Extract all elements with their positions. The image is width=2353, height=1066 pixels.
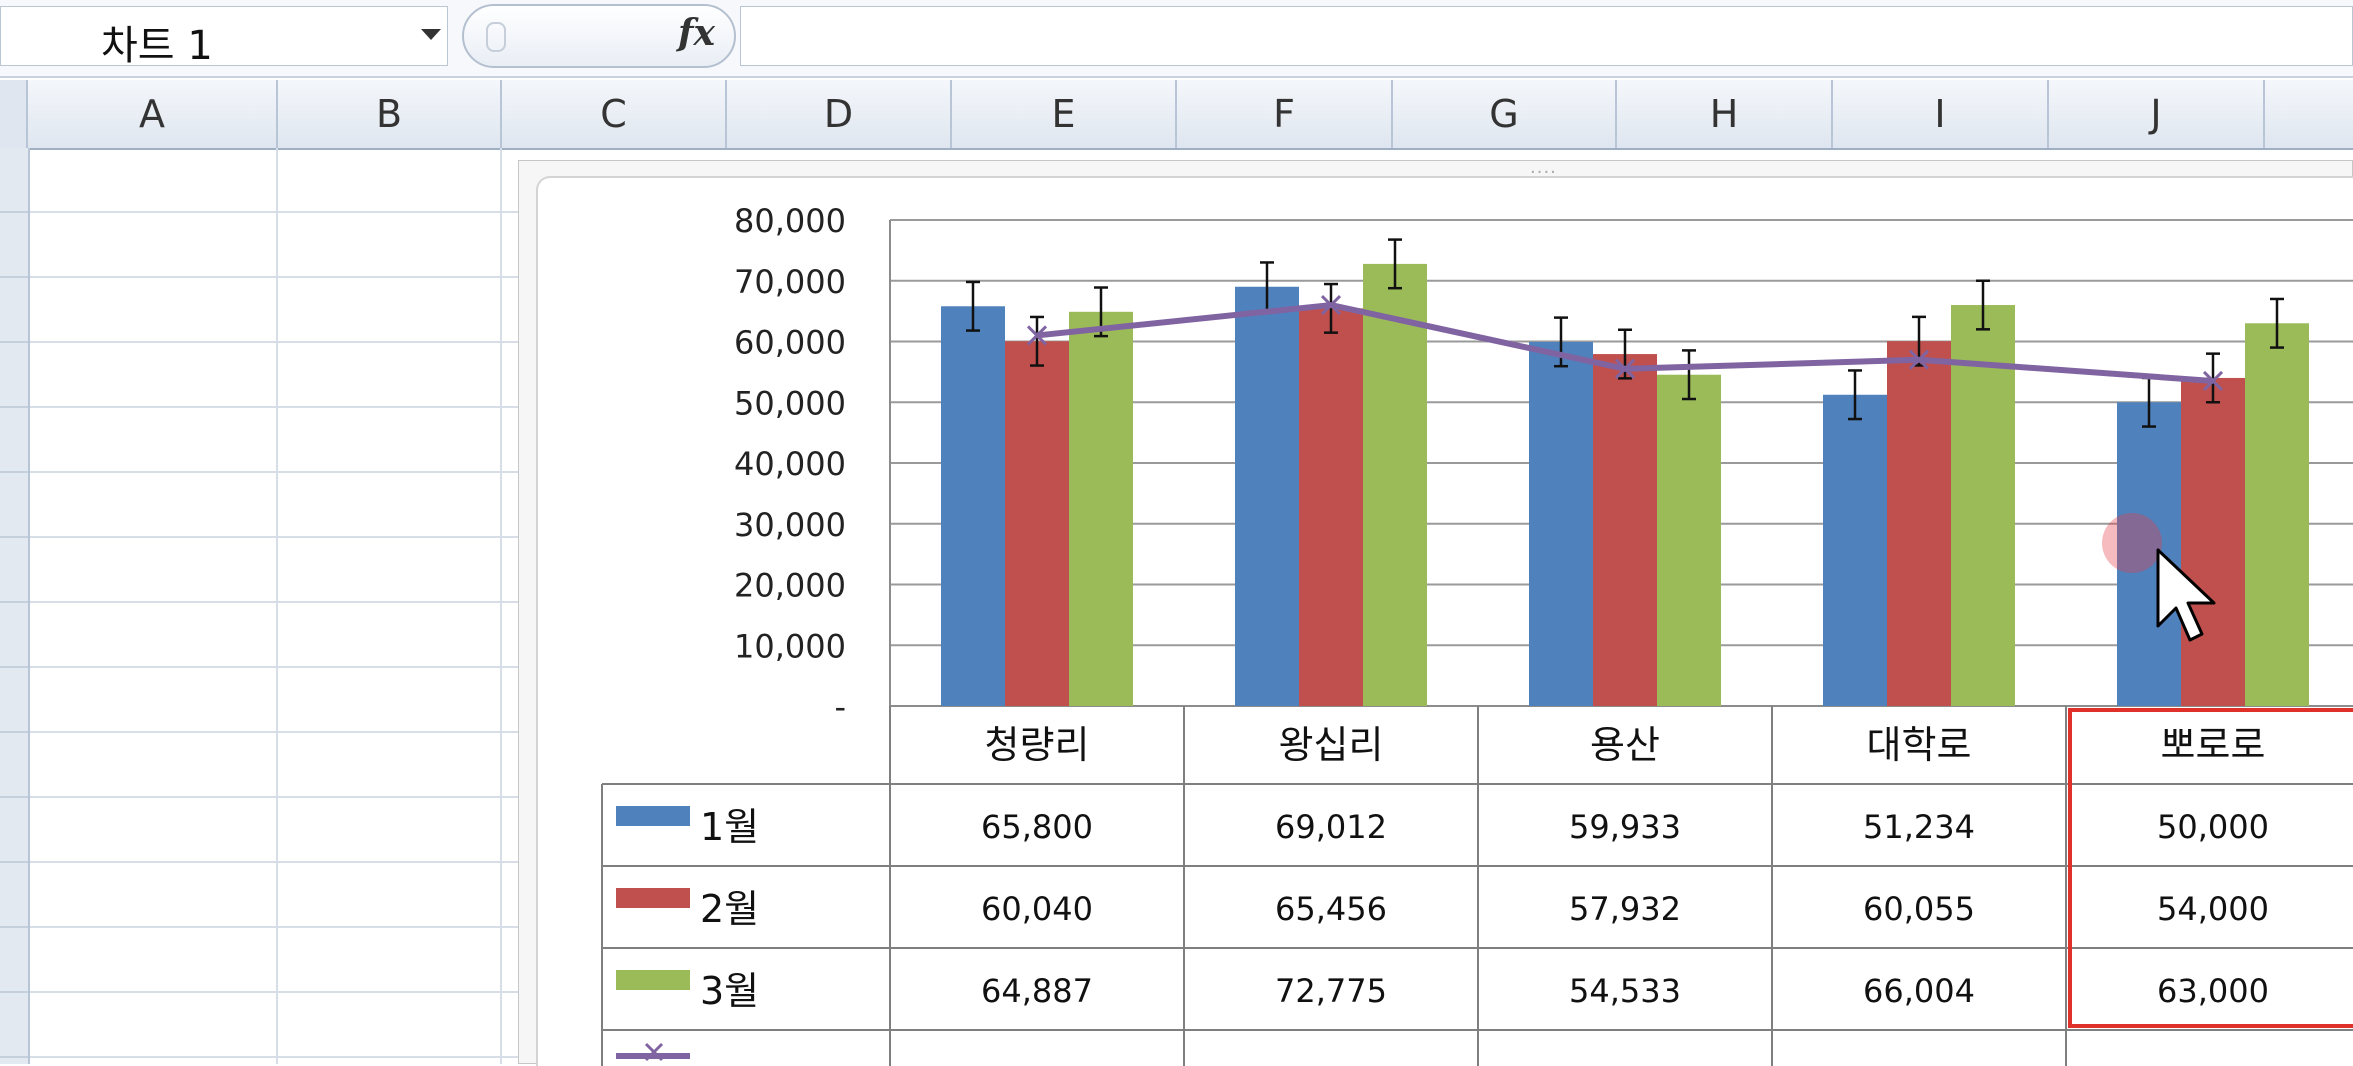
data-label: 60,055 <box>1863 890 1975 928</box>
bar <box>2117 402 2181 706</box>
name-box[interactable]: 차트 1 <box>0 6 448 69</box>
column-header-e[interactable]: E <box>952 80 1177 148</box>
legend-label: 1월 <box>700 805 759 849</box>
bar <box>1887 341 1951 706</box>
column-header-c[interactable]: C <box>502 80 727 148</box>
data-label: 65,456 <box>1275 890 1387 928</box>
x-tick-label: 대학로 <box>1867 723 1972 767</box>
row-divider <box>0 926 28 928</box>
bar <box>2245 323 2309 706</box>
y-tick-label: 50,000 <box>734 384 846 422</box>
chart-svg: - 10,000 20,000 30,000 40,000 50,000 60,000 70,… <box>601 202 2353 1066</box>
bar <box>1657 374 1721 706</box>
line-point-marker <box>1026 325 1048 346</box>
data-label: 64,887 <box>981 972 1093 1010</box>
column-header-i[interactable]: I <box>1833 80 2049 148</box>
y-tick-label: 40,000 <box>734 445 846 483</box>
y-tick-label: 80,000 <box>734 202 846 240</box>
column-header-a[interactable]: A <box>28 80 278 148</box>
data-label: 54,000 <box>2157 890 2269 928</box>
bar <box>1005 341 1069 706</box>
column-header-f[interactable]: F <box>1177 80 1393 148</box>
y-tick-label: 70,000 <box>734 263 846 301</box>
row-divider <box>0 276 28 278</box>
line-point-marker <box>1320 294 1342 316</box>
legend-marker <box>644 1042 664 1062</box>
row-divider <box>0 666 28 668</box>
row-divider <box>0 536 28 538</box>
column-header-b[interactable]: B <box>278 80 502 148</box>
y-tick-label: 20,000 <box>734 567 846 605</box>
bar <box>2181 377 2245 706</box>
insert-function-icon[interactable]: fx <box>678 12 715 54</box>
row-divider <box>0 1056 28 1058</box>
name-box-value: 차트 1 <box>101 23 213 69</box>
y-tick-label: 60,000 <box>734 324 846 362</box>
legend-swatch <box>616 806 690 826</box>
bar <box>1593 354 1657 706</box>
bar <box>1299 308 1363 706</box>
line-point-marker <box>1908 349 1930 370</box>
data-label: 50,000 <box>2157 808 2269 846</box>
data-label: 57,932 <box>1569 890 1681 928</box>
x-tick-label: 용산 <box>1590 723 1660 767</box>
data-label: 60,040 <box>981 890 1093 928</box>
highlight-box <box>2068 708 2353 1028</box>
splitter-handle-icon[interactable] <box>486 22 506 52</box>
row-divider <box>0 601 28 603</box>
row-divider <box>0 731 28 733</box>
data-label: 66,004 <box>1863 972 1975 1010</box>
x-tick-label: 뽀로로 <box>2161 723 2266 767</box>
data-label: 65,800 <box>981 808 1093 846</box>
y-tick-label: - <box>834 688 846 726</box>
chevron-down-icon[interactable] <box>421 29 441 40</box>
legend-swatch <box>616 970 690 990</box>
column-header-d[interactable]: D <box>727 80 952 148</box>
bar <box>1235 286 1299 706</box>
click-indicator <box>2102 513 2162 573</box>
row-divider <box>0 991 28 993</box>
data-label: 72,775 <box>1275 972 1387 1010</box>
bar <box>941 306 1005 706</box>
x-tick-label: 청량리 <box>985 723 1090 767</box>
row-divider <box>0 796 28 798</box>
column-header-j[interactable]: J <box>2049 80 2265 148</box>
mouse-cursor-icon <box>2156 548 2216 642</box>
formula-bar: 차트 1 fx <box>0 0 2353 78</box>
legend-label: 2월 <box>700 887 759 931</box>
row-divider <box>0 471 28 473</box>
row-divider <box>0 406 28 408</box>
column-header-bar: A B C D E F G H I J <box>0 80 2353 150</box>
formula-input[interactable] <box>740 6 2353 66</box>
bar <box>1069 311 1133 706</box>
line-point-marker <box>2202 370 2224 392</box>
formula-pill: fx <box>462 4 736 68</box>
bar <box>1529 341 1593 706</box>
row-divider <box>0 341 28 343</box>
legend-swatch <box>616 888 690 908</box>
legend-label: 3월 <box>700 969 759 1013</box>
column-header-h[interactable]: H <box>1617 80 1833 148</box>
data-label: 59,933 <box>1569 808 1681 846</box>
x-tick-label: 왕십리 <box>1279 723 1384 767</box>
row-divider <box>0 861 28 863</box>
row-divider <box>0 211 28 213</box>
y-tick-label: 10,000 <box>734 627 846 665</box>
chart-plot-area[interactable]: - 10,000 20,000 30,000 40,000 50,000 60,000 70,… <box>536 176 2353 1066</box>
y-tick-label: 30,000 <box>734 506 846 544</box>
data-label: 54,533 <box>1569 972 1681 1010</box>
data-label: 69,012 <box>1275 808 1387 846</box>
column-header-k[interactable] <box>2265 80 2353 148</box>
line-point-marker <box>1614 358 1636 379</box>
column-header-g[interactable]: G <box>1393 80 1617 148</box>
select-all-corner[interactable] <box>0 80 28 148</box>
row-header-bar[interactable] <box>0 148 30 1064</box>
data-label: 51,234 <box>1863 808 1975 846</box>
bar <box>1951 305 2015 706</box>
bar <box>1823 394 1887 706</box>
bar <box>1363 263 1427 706</box>
data-label: 63,000 <box>2157 972 2269 1010</box>
